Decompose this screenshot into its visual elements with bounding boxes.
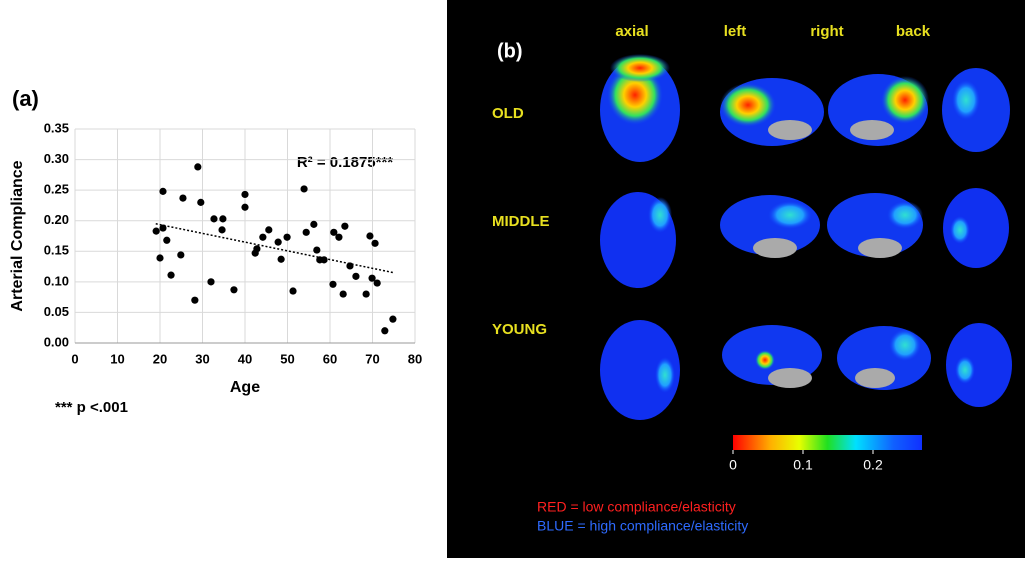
group-label: OLD — [492, 105, 524, 122]
data-point — [219, 215, 227, 223]
data-point — [368, 274, 376, 282]
data-point — [389, 315, 397, 323]
view-label: axial — [615, 23, 648, 40]
data-point — [241, 203, 249, 211]
data-point — [207, 278, 215, 286]
x-tick-label: 10 — [110, 351, 124, 366]
data-point — [177, 251, 185, 259]
panel-b-title: (b) — [497, 40, 523, 62]
view-label: right — [810, 23, 843, 40]
trendline — [155, 223, 394, 274]
x-tick-label: 60 — [323, 351, 337, 366]
view-label: back — [896, 23, 931, 40]
data-point — [362, 290, 370, 298]
data-point — [253, 245, 261, 253]
data-point — [341, 222, 349, 230]
group-label: YOUNG — [492, 321, 547, 338]
view-label: left — [724, 23, 747, 40]
x-tick-label: 70 — [365, 351, 379, 366]
y-tick-label: 0.05 — [44, 304, 69, 319]
colorbar-tick-label: 0.2 — [863, 457, 883, 473]
y-tick-label: 0.00 — [44, 334, 69, 349]
data-point — [300, 185, 308, 193]
data-point — [310, 220, 318, 228]
data-point — [259, 233, 267, 241]
y-tick-label: 0.10 — [44, 273, 69, 288]
y-tick-label: 0.25 — [44, 182, 69, 197]
data-point — [330, 228, 338, 236]
panel-b-labels: axial left right back OLD MIDDLE YOUNG 0 0.1 0.2 R… — [492, 23, 931, 534]
x-axis-label: Age — [230, 379, 260, 396]
x-tick-label: 40 — [238, 351, 252, 366]
legend-note: RED = low compliance/elasticity — [537, 499, 736, 515]
plot-area: 0.00 0.05 0.10 0.15 0.20 0.25 0.30 0.35 0 10 20 30 4… — [44, 120, 423, 366]
data-point — [302, 228, 310, 236]
data-point — [179, 194, 187, 202]
data-point — [210, 215, 218, 223]
x-tick-label: 0 — [71, 351, 78, 366]
significance-note: *** p <.001 — [55, 399, 128, 416]
y-tick-label: 0.15 — [44, 243, 69, 258]
data-point — [329, 280, 337, 288]
data-point — [156, 254, 164, 262]
data-point — [159, 187, 167, 195]
annotation: R² = 0.1875*** — [297, 154, 393, 171]
data-point — [289, 287, 297, 295]
data-point — [313, 246, 321, 254]
data-point — [274, 238, 282, 246]
data-point — [265, 226, 273, 234]
data-point — [163, 236, 171, 244]
data-point — [277, 255, 285, 263]
colorbar-tick-label: 0 — [729, 457, 737, 473]
data-point — [191, 296, 199, 304]
colorbar — [733, 435, 922, 450]
group-label: MIDDLE — [492, 213, 550, 230]
data-point — [366, 232, 374, 240]
data-point — [371, 239, 379, 247]
y-tick-label: 0.20 — [44, 212, 69, 227]
brain-images — [600, 54, 1012, 420]
data-point — [167, 271, 175, 279]
x-tick-label: 20 — [153, 351, 167, 366]
data-point — [283, 233, 291, 241]
panel-b-background — [447, 0, 1025, 558]
data-point — [152, 227, 160, 235]
data-point — [159, 224, 167, 232]
data-point — [194, 163, 202, 171]
y-axis-label: Arterial Compliance — [9, 160, 26, 311]
colorbar-tick-label: 0.1 — [793, 457, 813, 473]
data-point — [373, 279, 381, 287]
data-point — [230, 286, 238, 294]
data-point — [197, 198, 205, 206]
data-point — [381, 327, 389, 335]
panel-a-title: (a) — [12, 86, 39, 111]
data-point — [241, 190, 249, 199]
x-tick-label: 50 — [280, 351, 294, 366]
y-tick-label: 0.35 — [44, 120, 69, 135]
data-point — [352, 272, 360, 280]
data-point — [335, 233, 343, 241]
data-point — [320, 256, 328, 264]
data-point — [218, 226, 226, 234]
data-point — [346, 262, 354, 270]
x-tick-label: 30 — [195, 351, 209, 366]
x-tick-label: 80 — [408, 351, 422, 366]
legend-note: BLUE = high compliance/elasticity — [537, 518, 748, 534]
y-tick-label: 0.30 — [44, 151, 69, 166]
data-point — [339, 290, 347, 298]
